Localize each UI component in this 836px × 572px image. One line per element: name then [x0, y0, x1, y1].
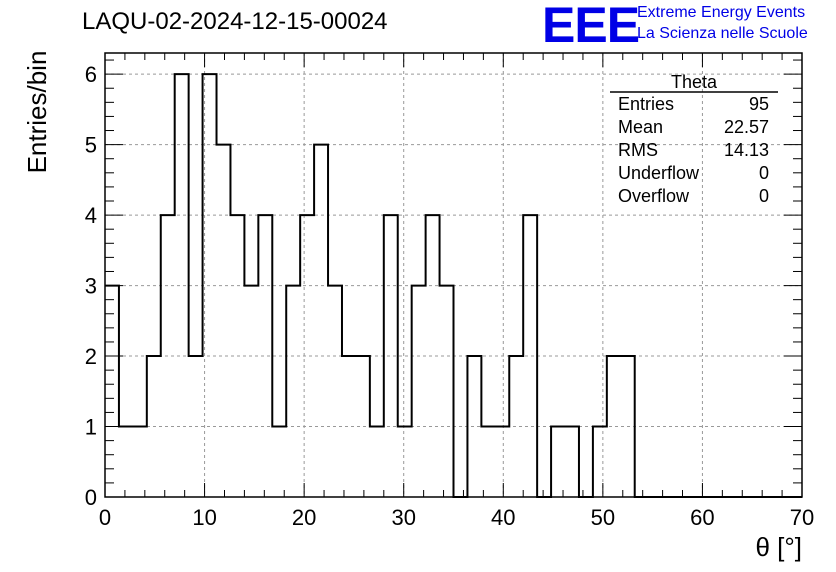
stats-label: Entries	[618, 94, 674, 114]
y-tick-label: 0	[85, 485, 97, 510]
histogram-bin	[133, 427, 147, 497]
x-tick-label: 40	[491, 505, 515, 530]
plot-frame	[104, 52, 803, 498]
stats-label: Underflow	[618, 163, 700, 183]
y-tick-label: 2	[85, 344, 97, 369]
y-tick-label: 6	[85, 62, 97, 87]
stats-label: Mean	[618, 117, 663, 137]
x-tick-label: 70	[790, 505, 814, 530]
y-tick-label: 1	[85, 415, 97, 440]
stats-value: 14.13	[724, 140, 769, 160]
histogram-bin	[217, 145, 231, 497]
x-tick-label: 30	[391, 505, 415, 530]
histogram-bin	[398, 427, 412, 497]
histogram-bin	[370, 427, 384, 497]
histogram-bin	[105, 286, 119, 497]
y-tick-label: 5	[85, 133, 97, 158]
y-tick-label: 4	[85, 203, 97, 228]
stats-value: 0	[759, 186, 769, 206]
histogram-bin	[244, 286, 258, 497]
histogram-bin	[607, 356, 621, 497]
histogram-bin	[175, 74, 189, 497]
histogram-bin	[565, 427, 579, 497]
histogram-bin	[495, 427, 509, 497]
histogram-bin	[258, 215, 272, 497]
x-tick-label: 50	[591, 505, 615, 530]
y-tick-label: 3	[85, 274, 97, 299]
histogram-bin	[314, 145, 328, 497]
histogram-bin	[593, 427, 607, 497]
histogram-bin	[119, 427, 133, 497]
stats-value: 95	[749, 94, 769, 114]
logo-line-2: La Scienza nelle Scuole	[637, 25, 808, 42]
stats-label: RMS	[618, 140, 658, 160]
stats-value: 22.57	[724, 117, 769, 137]
stats-value: 0	[759, 163, 769, 183]
x-tick-label: 20	[292, 505, 316, 530]
histogram-outline	[105, 73, 802, 498]
logo-line-1: Extreme Energy Events	[637, 4, 806, 21]
x-tick-label: 0	[99, 505, 111, 530]
histogram-bin	[286, 286, 300, 497]
stats-title: Theta	[671, 72, 718, 92]
histogram-bin	[440, 286, 454, 497]
stats-label: Overflow	[618, 186, 690, 206]
histogram-bin	[551, 427, 565, 497]
histogram-bin	[328, 286, 342, 497]
histogram-bin	[272, 427, 286, 497]
x-tick-label: 60	[690, 505, 714, 530]
histogram-bin	[300, 215, 314, 497]
eee-logo-mark: EEE	[542, 0, 640, 53]
histogram-bin	[481, 427, 495, 497]
chart-title: LAQU-02-2024-12-15-00024	[82, 8, 388, 35]
x-axis-label: θ [°]	[755, 532, 802, 562]
histogram-bin	[412, 286, 426, 497]
x-tick-label: 10	[192, 505, 216, 530]
